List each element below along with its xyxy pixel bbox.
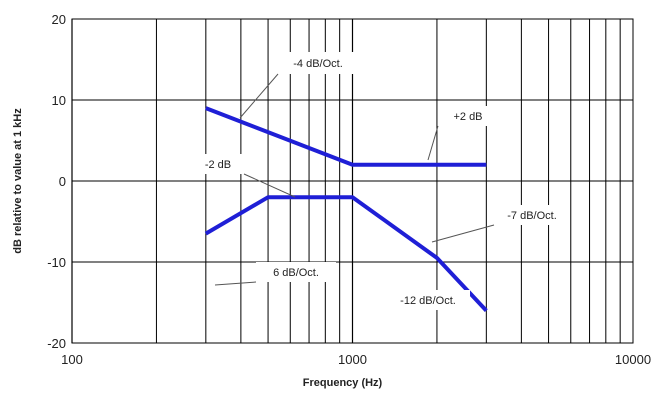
x-axis-label: Frequency (Hz) [303,377,383,389]
y-tick-label: -10 [47,255,66,270]
annotation-box [192,154,244,174]
annotation-leader [214,281,257,286]
annotation-leader [243,173,296,198]
annotation-leader [427,125,439,161]
y-tick-label: 20 [52,12,66,27]
annotation-box [278,52,358,74]
y-tick-label: 10 [52,93,66,108]
annotation-label: -4 dB/Oct. [293,58,343,70]
annotation-box [386,290,470,310]
annotation-box [438,106,498,126]
series-line-1 [205,106,487,167]
annotation-label: -2 dB [205,159,231,171]
y-axis-label: dB relative to value at 1 kHz [12,108,24,254]
tick-layer: -20 -10 0 10 20 100 1000 10000 [47,12,651,367]
series-line-2 [204,195,488,312]
annotation-layer: -4 dB/Oct. +2 dB -2 dB -7 dB/Oct. 6 dB/Oct. -… [192,52,570,310]
annotation-label: -7 dB/Oct. [507,210,557,222]
series-layer [204,106,488,312]
x-tick-label: 1000 [338,352,367,367]
annotation-box [494,205,570,225]
x-tick-label: 10000 [615,352,651,367]
x-tick-label: 100 [61,352,83,367]
annotation-label: 6 dB/Oct. [273,267,319,279]
annotation-leader [431,224,495,243]
y-tick-label: -20 [47,336,66,351]
annotation-leader [239,73,279,119]
annotation-label: -12 dB/Oct. [400,295,456,307]
y-tick-label: 0 [59,174,66,189]
annotation-label: +2 dB [453,111,482,123]
annotation-box [256,262,336,282]
plot-frame [71,18,634,344]
